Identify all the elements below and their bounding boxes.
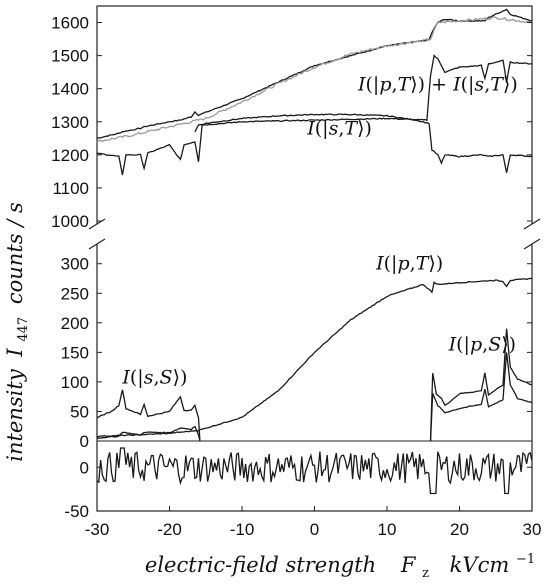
series-layer — [96, 8, 533, 495]
annotation-layer: I(|p,T⟩) + I(|s,T⟩) I(|s,T⟩) I(|p,T⟩) I(|p,… — [121, 73, 517, 388]
axis-break-gap-right — [520, 224, 544, 244]
x-tick-label: 10 — [378, 520, 397, 539]
y-tick-label: -50 — [64, 502, 89, 521]
y-tick-label: 1200 — [51, 146, 89, 165]
y-tick-label: 0 — [80, 432, 89, 451]
x-axis-title: electric-field strength F z kVcm −1 — [145, 552, 535, 582]
series-annotation: I(|s,T⟩) — [306, 117, 372, 139]
series-line-upper-3 — [194, 113, 533, 173]
series-line-middle-1 — [96, 389, 201, 442]
y-tick-label: 300 — [61, 255, 89, 274]
axis-break-gap-left — [85, 224, 109, 244]
series-line-middle-4 — [97, 425, 201, 442]
series-line-residual-0 — [96, 447, 533, 495]
series-line-upper-2 — [96, 54, 532, 176]
series-annotation: I(|p,S⟩) — [448, 334, 516, 356]
series-annotation: I(|s,S⟩) — [121, 367, 187, 389]
series-annotation: I(|p,T⟩) — [375, 253, 443, 275]
y-tick-label: 100 — [61, 373, 89, 392]
y-tick-label: 250 — [61, 284, 89, 303]
axis-break-mark-left-2 — [88, 238, 106, 250]
series-annotation: I(|p,T⟩) + I(|s,T⟩) — [357, 73, 518, 95]
series-line-upper-1 — [96, 16, 533, 143]
y-tick-label: 1400 — [51, 80, 89, 99]
x-tick-label: -10 — [230, 520, 255, 539]
axis-break-mark-left-1 — [88, 218, 106, 230]
axis-break-mark-right-1 — [523, 218, 541, 230]
y-tick-label: 0 — [80, 458, 89, 477]
x-tick-label: -20 — [157, 520, 182, 539]
y-tick-label: 1300 — [51, 113, 89, 132]
y-tick-label: 150 — [61, 343, 89, 362]
y-tick-label: 50 — [70, 402, 89, 421]
x-tick-label: 20 — [450, 520, 469, 539]
x-tick-label: 30 — [523, 520, 542, 539]
axis-break-mark-right-2 — [523, 238, 541, 250]
y-tick-label: 1500 — [51, 47, 89, 66]
y-tick-label: 1000 — [51, 212, 89, 231]
tick-layer: -30 -20 -10 0 10 20 30100011001200130014001500… — [51, 14, 541, 539]
x-tick-label: -30 — [85, 520, 110, 539]
y-axis-title: intensity I 447 counts / s — [3, 202, 32, 462]
series-line-middle-2 — [429, 328, 533, 442]
series-line-middle-3 — [429, 352, 533, 442]
y-tick-label: 200 — [61, 314, 89, 333]
x-tick-label: 0 — [310, 520, 319, 539]
y-tick-label: 1600 — [51, 14, 89, 33]
y-tick-label: 1100 — [52, 179, 89, 198]
